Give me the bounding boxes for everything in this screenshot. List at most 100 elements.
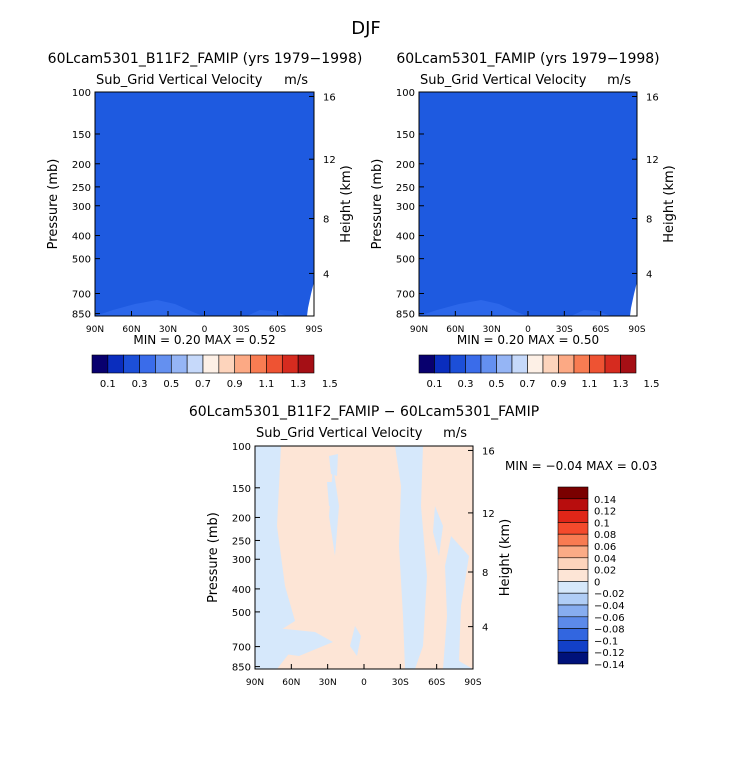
field-missing-region xyxy=(307,282,314,316)
x-tick-label: 60N xyxy=(446,325,464,335)
colorbar-label: 0.9 xyxy=(551,379,567,390)
field-contour-low xyxy=(419,300,527,316)
colorbar-swatch xyxy=(557,510,589,523)
y-tick-label: 150 xyxy=(232,484,251,495)
x-tick-label: 90N xyxy=(86,325,104,335)
colorbar-label: 1.1 xyxy=(258,379,274,390)
colorbar-swatch xyxy=(557,651,589,665)
y-axis-label: Pressure (mb) xyxy=(206,512,221,603)
colorbar-swatch xyxy=(557,545,589,559)
x-tick-label: 30S xyxy=(232,325,249,335)
y2-tick-label: 12 xyxy=(323,155,336,166)
x-tick-label: 90S xyxy=(305,325,322,335)
colorbar-swatch xyxy=(91,354,109,374)
colorbar-swatch xyxy=(557,592,589,606)
colorbar-label: 0.1 xyxy=(594,518,610,529)
colorbar-swatch xyxy=(218,354,236,374)
x-tick-label: 0 xyxy=(525,325,531,335)
diff-negative-contour xyxy=(350,626,361,656)
colorbar-swatch xyxy=(449,354,466,374)
y-tick-label: 200 xyxy=(72,160,91,171)
panel-subtitle: Sub_Grid Vertical Velocity xyxy=(96,73,263,88)
colorbar-label: 0.7 xyxy=(195,379,211,390)
diff-negative-contour xyxy=(433,506,443,556)
y2-tick-label: 16 xyxy=(323,92,336,103)
figure-title: DJF xyxy=(351,18,381,39)
y2-tick-label: 8 xyxy=(323,215,329,226)
colorbar-swatch xyxy=(480,354,497,374)
colorbar-label: 0.12 xyxy=(594,507,616,518)
colorbar-label: 0.06 xyxy=(594,542,616,553)
colorbar-swatch xyxy=(557,533,589,547)
x-tick-label: 30N xyxy=(159,325,177,335)
y2-tick-label: 8 xyxy=(482,568,488,579)
colorbar-swatch xyxy=(557,616,589,629)
colorbar-swatch xyxy=(557,640,589,653)
field-fill xyxy=(419,92,637,316)
y-tick-label: 100 xyxy=(72,88,91,99)
colorbar-swatch xyxy=(418,354,435,374)
colorbar-label: 0.9 xyxy=(227,379,243,390)
panel-subtitle: Sub_Grid Vertical Velocity xyxy=(256,426,423,441)
colorbar-swatch xyxy=(557,628,589,641)
colorbar-label: 0.14 xyxy=(594,495,616,506)
colorbar-label: 0.08 xyxy=(594,530,616,541)
field-missing-region xyxy=(630,282,637,316)
colorbar-swatch xyxy=(107,354,125,374)
colorbar-swatch xyxy=(557,604,589,618)
colorbar-swatch xyxy=(139,354,156,374)
diff-negative-contour xyxy=(255,446,295,669)
x-tick-label: 30S xyxy=(392,678,409,688)
y-tick-label: 500 xyxy=(72,255,91,266)
y2-tick-label: 8 xyxy=(646,215,652,226)
y2-tick-label: 12 xyxy=(646,155,659,166)
colorbar-swatch xyxy=(557,522,589,535)
y2-tick-label: 16 xyxy=(482,446,495,457)
min-max-stats: MIN = −0.04 MAX = 0.03 xyxy=(505,459,657,473)
colorbar-swatch xyxy=(202,354,220,374)
x-tick-label: 60N xyxy=(122,325,140,335)
colorbar-swatch xyxy=(557,557,589,570)
x-tick-label: 90N xyxy=(246,678,264,688)
y-axis-label: Pressure (mb) xyxy=(370,159,385,250)
panel-subtitle: Sub_Grid Vertical Velocity xyxy=(420,73,587,88)
x-tick-label: 30N xyxy=(319,678,337,688)
y-tick-label: 300 xyxy=(396,202,415,213)
colorbar-swatch xyxy=(558,354,575,374)
x-tick-label: 60N xyxy=(282,678,300,688)
colorbar-swatch xyxy=(297,354,315,374)
y-tick-label: 150 xyxy=(72,130,91,141)
colorbar-label: 0.1 xyxy=(100,379,116,390)
x-tick-label: 30N xyxy=(483,325,501,335)
colorbar-label: −0.1 xyxy=(594,636,618,647)
colorbar-swatch xyxy=(170,354,188,374)
y-tick-label: 300 xyxy=(232,555,251,566)
y-tick-label: 200 xyxy=(232,513,251,524)
y-tick-label: 250 xyxy=(396,183,415,194)
colorbar-swatch xyxy=(496,354,513,374)
colorbar-label: −0.12 xyxy=(594,648,625,659)
colorbar-swatch xyxy=(123,354,140,374)
x-tick-label: 30S xyxy=(556,325,573,335)
diff-negative-contour xyxy=(327,482,335,506)
colorbar-label: 0.5 xyxy=(163,379,179,390)
colorbar-label: 0.5 xyxy=(489,379,505,390)
colorbar-swatch xyxy=(604,354,621,374)
diff-negative-contour xyxy=(329,454,338,476)
colorbar-label: 0.04 xyxy=(594,554,616,565)
panel-title: 60Lcam5301_B11F2_FAMIP (yrs 1979−1998) xyxy=(48,51,363,67)
colorbar-swatch xyxy=(557,581,589,594)
y2-tick-label: 16 xyxy=(646,92,659,103)
colorbar-label: −0.02 xyxy=(594,589,625,600)
y-tick-label: 400 xyxy=(232,585,251,596)
y-tick-label: 300 xyxy=(72,202,91,213)
colorbar-label: −0.06 xyxy=(594,613,625,624)
y2-axis-label: Height (km) xyxy=(662,165,677,242)
y-tick-label: 400 xyxy=(396,232,415,243)
min-max-stats: MIN = 0.20 MAX = 0.50 xyxy=(457,333,599,347)
y-tick-label: 700 xyxy=(396,289,415,300)
colorbar-swatch xyxy=(465,354,482,374)
field-contour-low xyxy=(95,300,203,316)
colorbar-label: 1.5 xyxy=(322,379,338,390)
